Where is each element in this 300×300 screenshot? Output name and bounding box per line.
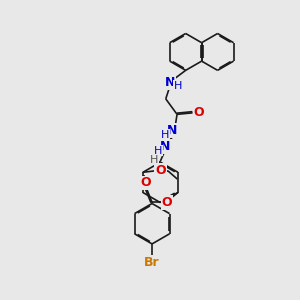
Text: N: N <box>167 124 177 137</box>
Text: O: O <box>155 164 166 177</box>
Text: N: N <box>165 76 175 89</box>
Text: O: O <box>194 106 204 119</box>
Text: H: H <box>154 146 162 156</box>
Text: H: H <box>160 130 169 140</box>
Text: O: O <box>140 176 151 190</box>
Text: H: H <box>150 154 158 164</box>
Text: H: H <box>173 81 182 91</box>
Text: N: N <box>160 140 171 153</box>
Text: O: O <box>162 196 172 209</box>
Text: Br: Br <box>144 256 160 269</box>
